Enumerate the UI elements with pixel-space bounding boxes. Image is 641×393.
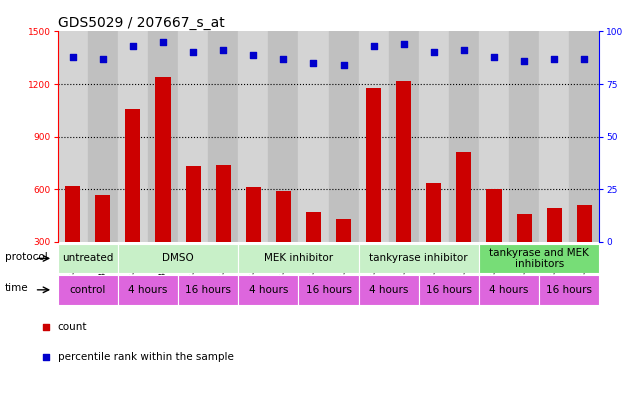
Bar (487, 189, 501, 294)
Bar (577, 205, 592, 294)
Text: count: count (58, 322, 87, 332)
Point (459, 47, 469, 53)
Bar (58, 31, 88, 242)
Bar (419, 31, 449, 242)
Bar (118, 31, 148, 242)
Text: MEK inhibitor: MEK inhibitor (264, 253, 333, 263)
Text: protocol: protocol (4, 252, 47, 262)
Point (308, 60, 319, 66)
Bar (539, 31, 569, 242)
Bar (358, 244, 479, 273)
Bar (517, 214, 531, 294)
Point (338, 62, 349, 68)
Bar (186, 166, 201, 294)
Bar (509, 31, 539, 242)
Point (40, 353, 51, 360)
Bar (126, 108, 140, 294)
Bar (479, 31, 509, 242)
Point (218, 47, 228, 53)
Bar (479, 275, 539, 305)
Bar (96, 195, 110, 294)
Point (67, 53, 78, 60)
Text: DMSO: DMSO (162, 253, 194, 263)
Bar (299, 31, 328, 242)
Bar (238, 275, 299, 305)
Text: 4 hours: 4 hours (249, 285, 288, 295)
Bar (299, 275, 358, 305)
Bar (118, 275, 178, 305)
Bar (276, 191, 291, 294)
Point (188, 49, 198, 55)
Bar (396, 81, 412, 294)
Bar (336, 219, 351, 294)
Bar (366, 88, 381, 294)
Bar (156, 77, 171, 294)
Point (278, 56, 288, 62)
Bar (58, 244, 118, 273)
Bar (547, 208, 562, 294)
Point (369, 43, 379, 49)
Text: time: time (4, 283, 28, 293)
Point (248, 51, 258, 58)
Bar (269, 31, 299, 242)
Text: 4 hours: 4 hours (489, 285, 529, 295)
Text: 4 hours: 4 hours (128, 285, 168, 295)
Bar (569, 31, 599, 242)
Point (579, 56, 590, 62)
Bar (426, 183, 442, 294)
Point (97, 56, 108, 62)
Bar (238, 31, 269, 242)
Bar (358, 275, 419, 305)
Text: GDS5029 / 207667_s_at: GDS5029 / 207667_s_at (58, 17, 224, 30)
Bar (328, 31, 358, 242)
Text: 16 hours: 16 hours (306, 285, 351, 295)
Bar (148, 31, 178, 242)
Bar (539, 275, 599, 305)
Bar (178, 31, 208, 242)
Text: 16 hours: 16 hours (426, 285, 472, 295)
Bar (419, 275, 479, 305)
Bar (208, 31, 238, 242)
Bar (215, 165, 231, 294)
Text: 4 hours: 4 hours (369, 285, 408, 295)
Text: untreated: untreated (62, 253, 113, 263)
Bar (178, 275, 238, 305)
Point (519, 58, 529, 64)
Point (489, 53, 499, 60)
Point (40, 324, 51, 331)
Text: tankyrase and MEK
inhibitors: tankyrase and MEK inhibitors (489, 248, 589, 269)
Bar (449, 31, 479, 242)
Text: control: control (70, 285, 106, 295)
Bar (88, 31, 118, 242)
Bar (306, 212, 321, 294)
Text: percentile rank within the sample: percentile rank within the sample (58, 352, 234, 362)
Point (549, 56, 560, 62)
Bar (246, 187, 261, 294)
Bar (118, 244, 238, 273)
Text: 16 hours: 16 hours (185, 285, 231, 295)
Bar (479, 244, 599, 273)
Text: tankyrase inhibitor: tankyrase inhibitor (369, 253, 468, 263)
Point (158, 39, 168, 45)
Text: 16 hours: 16 hours (546, 285, 592, 295)
Point (429, 49, 439, 55)
Bar (358, 31, 388, 242)
Bar (65, 185, 80, 294)
Bar (388, 31, 419, 242)
Point (399, 41, 409, 47)
Bar (58, 275, 118, 305)
Bar (238, 244, 358, 273)
Point (128, 43, 138, 49)
Bar (456, 152, 471, 294)
